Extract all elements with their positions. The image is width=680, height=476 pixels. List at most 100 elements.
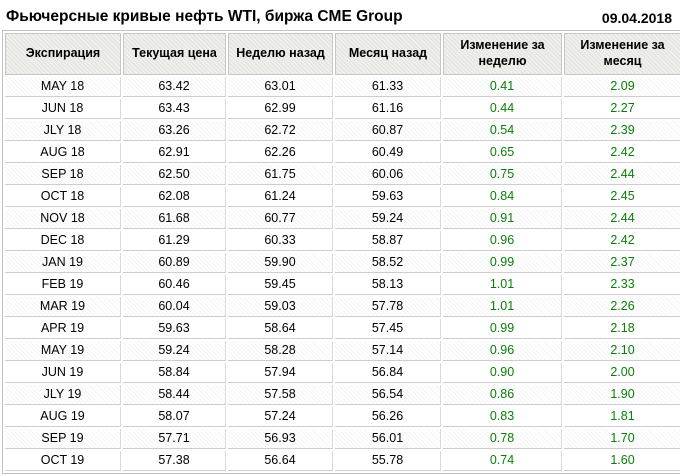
cell-week-ago: 56.93: [228, 429, 333, 449]
cell-expiration: NOV 18: [5, 209, 121, 229]
cell-week-ago: 63.01: [228, 77, 333, 97]
cell-expiration: JLY 19: [5, 385, 121, 405]
cell-expiration: MAY 18: [5, 77, 121, 97]
cell-month-change: 2.42: [564, 231, 680, 251]
table-row: MAY 18 63.42 63.01 61.33 0.41 2.09: [5, 77, 680, 97]
cell-current-price: 61.29: [123, 231, 226, 251]
table-row: SEP 18 62.50 61.75 60.06 0.75 2.44: [5, 165, 680, 185]
cell-month-change: 2.09: [564, 77, 680, 97]
table-row: NOV 18 61.68 60.77 59.24 0.91 2.44: [5, 209, 680, 229]
table-row: DEC 18 61.29 60.33 58.87 0.96 2.42: [5, 231, 680, 251]
cell-expiration: MAY 19: [5, 341, 121, 361]
cell-week-ago: 62.72: [228, 121, 333, 141]
cell-month-ago: 55.78: [335, 451, 441, 471]
table-row: JUN 18 63.43 62.99 61.16 0.44 2.27: [5, 99, 680, 119]
cell-week-ago: 56.64: [228, 451, 333, 471]
cell-week-ago: 61.24: [228, 187, 333, 207]
cell-current-price: 63.43: [123, 99, 226, 119]
cell-week-change: 0.54: [443, 121, 562, 141]
futures-table: Экспирация Текущая цена Неделю назад Мес…: [2, 30, 680, 474]
cell-week-change: 0.44: [443, 99, 562, 119]
cell-week-ago: 58.28: [228, 341, 333, 361]
cell-week-ago: 62.26: [228, 143, 333, 163]
cell-month-change: 1.60: [564, 451, 680, 471]
cell-current-price: 57.38: [123, 451, 226, 471]
table-row: FEB 19 60.46 59.45 58.13 1.01 2.33: [5, 275, 680, 295]
cell-expiration: SEP 18: [5, 165, 121, 185]
cell-current-price: 61.68: [123, 209, 226, 229]
cell-week-change: 0.78: [443, 429, 562, 449]
cell-week-change: 0.74: [443, 451, 562, 471]
cell-month-ago: 57.78: [335, 297, 441, 317]
cell-current-price: 62.91: [123, 143, 226, 163]
cell-expiration: FEB 19: [5, 275, 121, 295]
cell-current-price: 58.84: [123, 363, 226, 383]
column-header-week-change: Изменение за неделю: [443, 33, 562, 75]
cell-expiration: JUN 19: [5, 363, 121, 383]
cell-month-change: 2.45: [564, 187, 680, 207]
cell-week-change: 0.83: [443, 407, 562, 427]
cell-week-change: 0.96: [443, 231, 562, 251]
table-row: OCT 18 62.08 61.24 59.63 0.84 2.45: [5, 187, 680, 207]
title-bar: Фьючерсные кривые нефть WTI, биржа CME G…: [0, 0, 680, 30]
table-body: MAY 18 63.42 63.01 61.33 0.41 2.09 JUN 18 63.43…: [5, 77, 680, 471]
cell-month-ago: 61.16: [335, 99, 441, 119]
cell-current-price: 60.04: [123, 297, 226, 317]
table-row: OCT 19 57.38 56.64 55.78 0.74 1.60: [5, 451, 680, 471]
column-header-week-ago: Неделю назад: [228, 33, 333, 75]
cell-current-price: 60.46: [123, 275, 226, 295]
cell-current-price: 58.44: [123, 385, 226, 405]
table-row: JLY 18 63.26 62.72 60.87 0.54 2.39: [5, 121, 680, 141]
cell-month-change: 2.42: [564, 143, 680, 163]
cell-week-change: 0.86: [443, 385, 562, 405]
cell-week-change: 0.99: [443, 319, 562, 339]
cell-current-price: 62.50: [123, 165, 226, 185]
column-header-month-change: Изменение за месяц: [564, 33, 680, 75]
cell-week-ago: 57.58: [228, 385, 333, 405]
cell-month-ago: 58.87: [335, 231, 441, 251]
cell-month-ago: 58.52: [335, 253, 441, 273]
cell-expiration: DEC 18: [5, 231, 121, 251]
cell-month-ago: 57.45: [335, 319, 441, 339]
cell-month-ago: 60.49: [335, 143, 441, 163]
cell-month-ago: 60.06: [335, 165, 441, 185]
cell-month-change: 2.00: [564, 363, 680, 383]
cell-month-ago: 56.84: [335, 363, 441, 383]
table-row: APR 19 59.63 58.64 57.45 0.99 2.18: [5, 319, 680, 339]
cell-expiration: JAN 19: [5, 253, 121, 273]
cell-expiration: SEP 19: [5, 429, 121, 449]
cell-current-price: 63.42: [123, 77, 226, 97]
column-header-month-ago: Месяц назад: [335, 33, 441, 75]
cell-month-change: 1.81: [564, 407, 680, 427]
report-date: 09.04.2018: [601, 10, 672, 26]
cell-expiration: JUN 18: [5, 99, 121, 119]
cell-month-change: 2.26: [564, 297, 680, 317]
cell-week-ago: 62.99: [228, 99, 333, 119]
cell-month-change: 2.39: [564, 121, 680, 141]
table-row: JLY 19 58.44 57.58 56.54 0.86 1.90: [5, 385, 680, 405]
cell-week-change: 0.84: [443, 187, 562, 207]
cell-week-ago: 61.75: [228, 165, 333, 185]
page-title: Фьючерсные кривые нефть WTI, биржа CME G…: [6, 8, 403, 25]
cell-month-ago: 59.63: [335, 187, 441, 207]
cell-current-price: 59.24: [123, 341, 226, 361]
cell-week-change: 0.91: [443, 209, 562, 229]
cell-expiration: JLY 18: [5, 121, 121, 141]
cell-expiration: MAR 19: [5, 297, 121, 317]
cell-week-ago: 60.33: [228, 231, 333, 251]
cell-expiration: AUG 18: [5, 143, 121, 163]
cell-month-ago: 58.13: [335, 275, 441, 295]
cell-month-change: 1.70: [564, 429, 680, 449]
cell-current-price: 62.08: [123, 187, 226, 207]
cell-month-change: 2.18: [564, 319, 680, 339]
cell-current-price: 59.63: [123, 319, 226, 339]
cell-month-ago: 56.01: [335, 429, 441, 449]
cell-current-price: 57.71: [123, 429, 226, 449]
cell-expiration: AUG 19: [5, 407, 121, 427]
cell-expiration: OCT 19: [5, 451, 121, 471]
cell-month-ago: 57.14: [335, 341, 441, 361]
cell-month-ago: 60.87: [335, 121, 441, 141]
column-header-current-price: Текущая цена: [123, 33, 226, 75]
cell-current-price: 60.89: [123, 253, 226, 273]
